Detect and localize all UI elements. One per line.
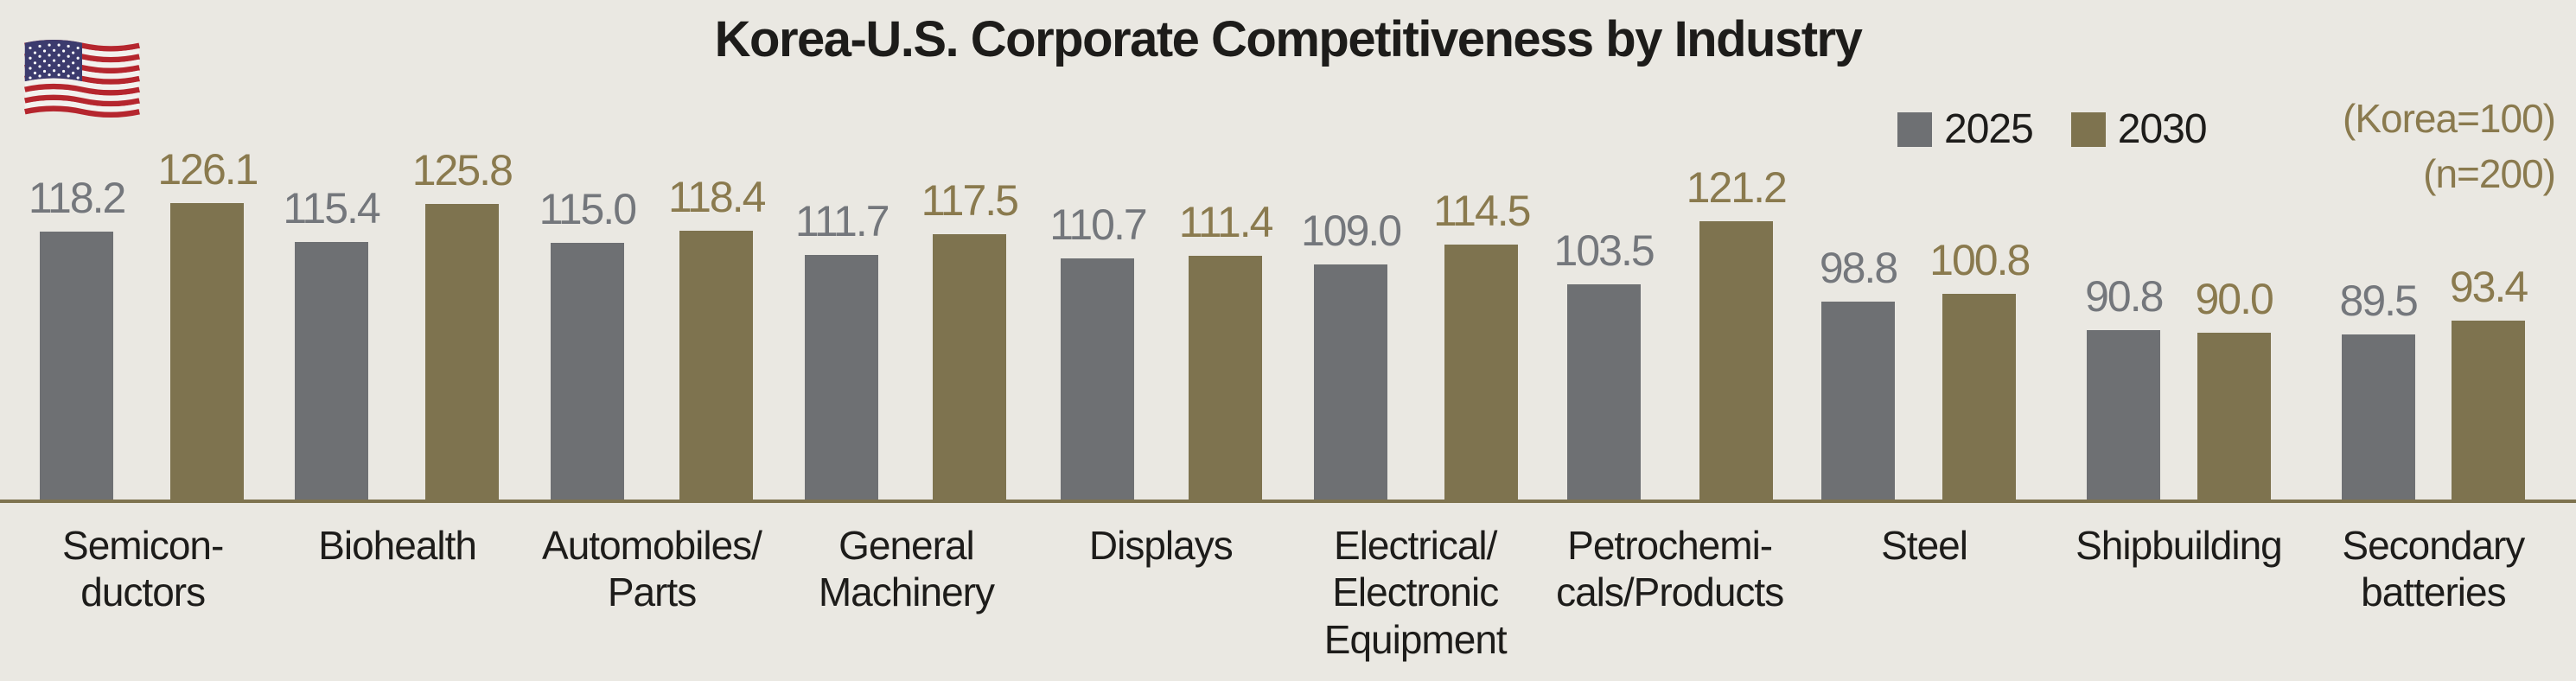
bar-column-2025: 110.7 — [1049, 200, 1148, 500]
bar-column-2030: 121.2 — [1686, 162, 1788, 500]
bar-2030 — [932, 234, 1006, 500]
bar-2030 — [2452, 321, 2526, 500]
bar-column-2025: 111.7 — [794, 196, 890, 500]
bar-column-2025: 98.8 — [1819, 243, 1898, 500]
bar-group: 118.2 126.1 Semicon- ductors — [16, 0, 270, 663]
bar-column-2025: 89.5 — [2339, 276, 2419, 500]
bar-2030 — [1699, 221, 1773, 500]
bar-group: 115.4 125.8 Biohealth — [270, 0, 524, 663]
x-axis-line — [0, 500, 2576, 503]
korea-base-note: (Korea=100) — [2343, 96, 2556, 141]
bar-group: 110.7 111.4 Displays — [1034, 0, 1288, 663]
category-label: Shipbuilding — [2075, 523, 2283, 568]
bar-2030 — [1189, 256, 1263, 500]
bar-2025 — [550, 243, 624, 500]
value-label-2025: 103.5 — [1553, 226, 1655, 275]
bar-groups: 118.2 126.1 Semicon- ductors 115.4 125.8 Bioh… — [16, 0, 2560, 663]
bar-2025 — [40, 232, 114, 500]
value-label-2030: 100.8 — [1929, 236, 2031, 284]
bar-group: 115.0 118.4 Automobiles/ Parts — [525, 0, 779, 663]
chart-notes: (Korea=100) (n=200) — [2343, 96, 2556, 209]
value-label-2025: 90.8 — [2085, 272, 2164, 321]
category-label: Steel — [1881, 523, 1968, 568]
bar-2025 — [2087, 330, 2161, 500]
bar-2025 — [805, 255, 879, 500]
bar-2025 — [1061, 258, 1135, 500]
bar-2030 — [2197, 333, 2271, 500]
bar-column-2025: 90.8 — [2085, 271, 2164, 500]
value-label-2030: 93.4 — [2449, 263, 2528, 311]
bar-group: 98.8 100.8 Steel — [1797, 0, 2051, 663]
bar-column-2030: 111.4 — [1178, 197, 1274, 500]
value-label-2030: 121.2 — [1686, 163, 1788, 212]
value-label-2025: 98.8 — [1819, 244, 1898, 292]
bar-2030 — [1444, 245, 1519, 500]
value-label-2030: 125.8 — [411, 146, 513, 194]
legend-item-2025: 2025 — [1897, 105, 2034, 153]
value-label-2030: 117.5 — [921, 176, 1019, 225]
value-label-2030: 126.1 — [157, 145, 258, 194]
legend-label: 2030 — [2117, 106, 2208, 152]
bar-column-2025: 115.4 — [283, 183, 381, 500]
value-label-2025: 118.2 — [28, 174, 126, 222]
bar-column-2025: 103.5 — [1553, 226, 1655, 500]
bar-group: 111.7 117.5 General Machinery — [779, 0, 1033, 663]
legend: 2025 2030 — [1897, 105, 2208, 153]
value-label-2030: 118.4 — [668, 173, 766, 221]
category-label: Petrochemi- cals/Products — [1556, 523, 1784, 615]
sample-size-note: (n=200) — [2423, 151, 2556, 196]
bar-column-2025: 115.0 — [539, 184, 637, 500]
bar-column-2030: 114.5 — [1433, 186, 1532, 500]
bar-2025 — [2341, 334, 2415, 500]
chart-title: Korea-U.S. Corporate Competitiveness by … — [714, 11, 1863, 67]
value-label-2030: 114.5 — [1433, 187, 1531, 235]
bar-column-2030: 90.0 — [2195, 274, 2274, 500]
bar-2025 — [294, 242, 368, 500]
value-label-2030: 90.0 — [2195, 275, 2273, 323]
bar-2030 — [679, 231, 754, 500]
bar-group: 103.5 121.2 Petrochemi- cals/Products — [1542, 0, 1796, 663]
bar-column-2025: 118.2 — [28, 173, 126, 500]
legend-swatch-2030 — [2070, 111, 2106, 147]
us-flag-icon — [24, 39, 140, 118]
value-label-2025: 110.7 — [1049, 200, 1147, 249]
value-label-2030: 111.4 — [1178, 198, 1274, 246]
bar-group: 89.5 93.4 Secondary batteries — [2306, 0, 2560, 663]
bar-2025 — [1820, 302, 1895, 500]
legend-swatch-2025 — [1897, 111, 1932, 147]
bar-2030 — [424, 204, 499, 500]
category-label: Semicon- ductors — [62, 523, 224, 615]
legend-label: 2025 — [1944, 106, 2034, 152]
value-label-2025: 89.5 — [2339, 277, 2419, 325]
bar-column-2030: 125.8 — [411, 145, 513, 500]
bar-group: 109.0 114.5 Electrical/ Electronic Equipme… — [1288, 0, 1542, 663]
bar-column-2030: 100.8 — [1929, 235, 2031, 500]
bar-2025 — [1566, 284, 1641, 500]
category-label: General Machinery — [818, 523, 995, 615]
flag-stars — [29, 43, 80, 80]
bar-column-2030: 118.4 — [668, 172, 766, 500]
bar-column-2030: 126.1 — [157, 144, 258, 500]
category-label: Displays — [1088, 523, 1234, 568]
category-label: Electrical/ Electronic Equipment — [1323, 523, 1508, 662]
legend-item-2030: 2030 — [2070, 105, 2208, 153]
value-label-2025: 115.0 — [539, 185, 637, 233]
bar-2030 — [1942, 294, 2017, 500]
bar-column-2030: 117.5 — [921, 175, 1019, 500]
value-label-2025: 111.7 — [794, 197, 890, 245]
bar-group: 90.8 90.0 Shipbuilding — [2051, 0, 2305, 663]
category-label: Secondary batteries — [2342, 523, 2525, 615]
category-label: Biohealth — [318, 523, 477, 568]
bar-column-2025: 109.0 — [1300, 206, 1402, 500]
value-label-2025: 109.0 — [1300, 207, 1402, 255]
value-label-2025: 115.4 — [283, 184, 380, 232]
category-label: Automobiles/ Parts — [542, 523, 762, 615]
bar-2025 — [1314, 264, 1388, 500]
bar-2030 — [170, 203, 245, 500]
bar-column-2030: 93.4 — [2449, 262, 2528, 500]
